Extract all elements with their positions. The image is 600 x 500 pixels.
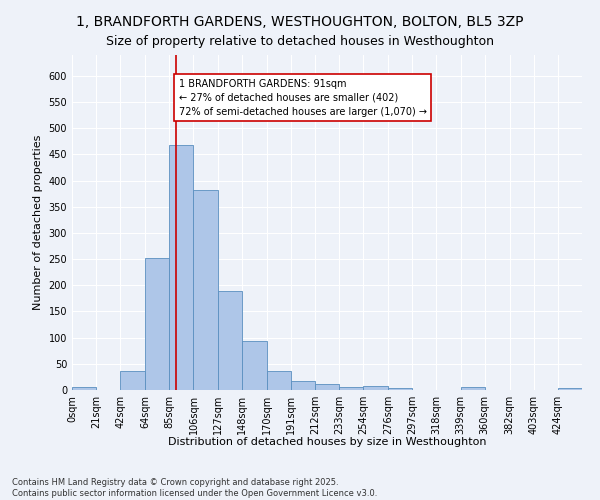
- Bar: [145, 258, 169, 390]
- Bar: [339, 387, 363, 390]
- Y-axis label: Number of detached properties: Number of detached properties: [33, 135, 43, 310]
- Bar: [315, 384, 339, 390]
- Text: 1, BRANDFORTH GARDENS, WESTHOUGHTON, BOLTON, BL5 3ZP: 1, BRANDFORTH GARDENS, WESTHOUGHTON, BOL…: [76, 15, 524, 29]
- Bar: [242, 342, 267, 390]
- Bar: [267, 370, 291, 390]
- Bar: [193, 190, 218, 390]
- Bar: [72, 388, 96, 390]
- Bar: [363, 386, 388, 390]
- Text: 1 BRANDFORTH GARDENS: 91sqm
← 27% of detached houses are smaller (402)
72% of se: 1 BRANDFORTH GARDENS: 91sqm ← 27% of det…: [179, 78, 427, 116]
- Bar: [388, 388, 412, 390]
- Bar: [291, 380, 315, 390]
- Bar: [120, 370, 145, 390]
- Bar: [218, 290, 242, 390]
- X-axis label: Distribution of detached houses by size in Westhoughton: Distribution of detached houses by size …: [168, 437, 486, 447]
- Text: Contains HM Land Registry data © Crown copyright and database right 2025.
Contai: Contains HM Land Registry data © Crown c…: [12, 478, 377, 498]
- Bar: [169, 145, 193, 390]
- Text: Size of property relative to detached houses in Westhoughton: Size of property relative to detached ho…: [106, 35, 494, 48]
- Bar: [461, 387, 485, 390]
- Bar: [558, 388, 582, 390]
